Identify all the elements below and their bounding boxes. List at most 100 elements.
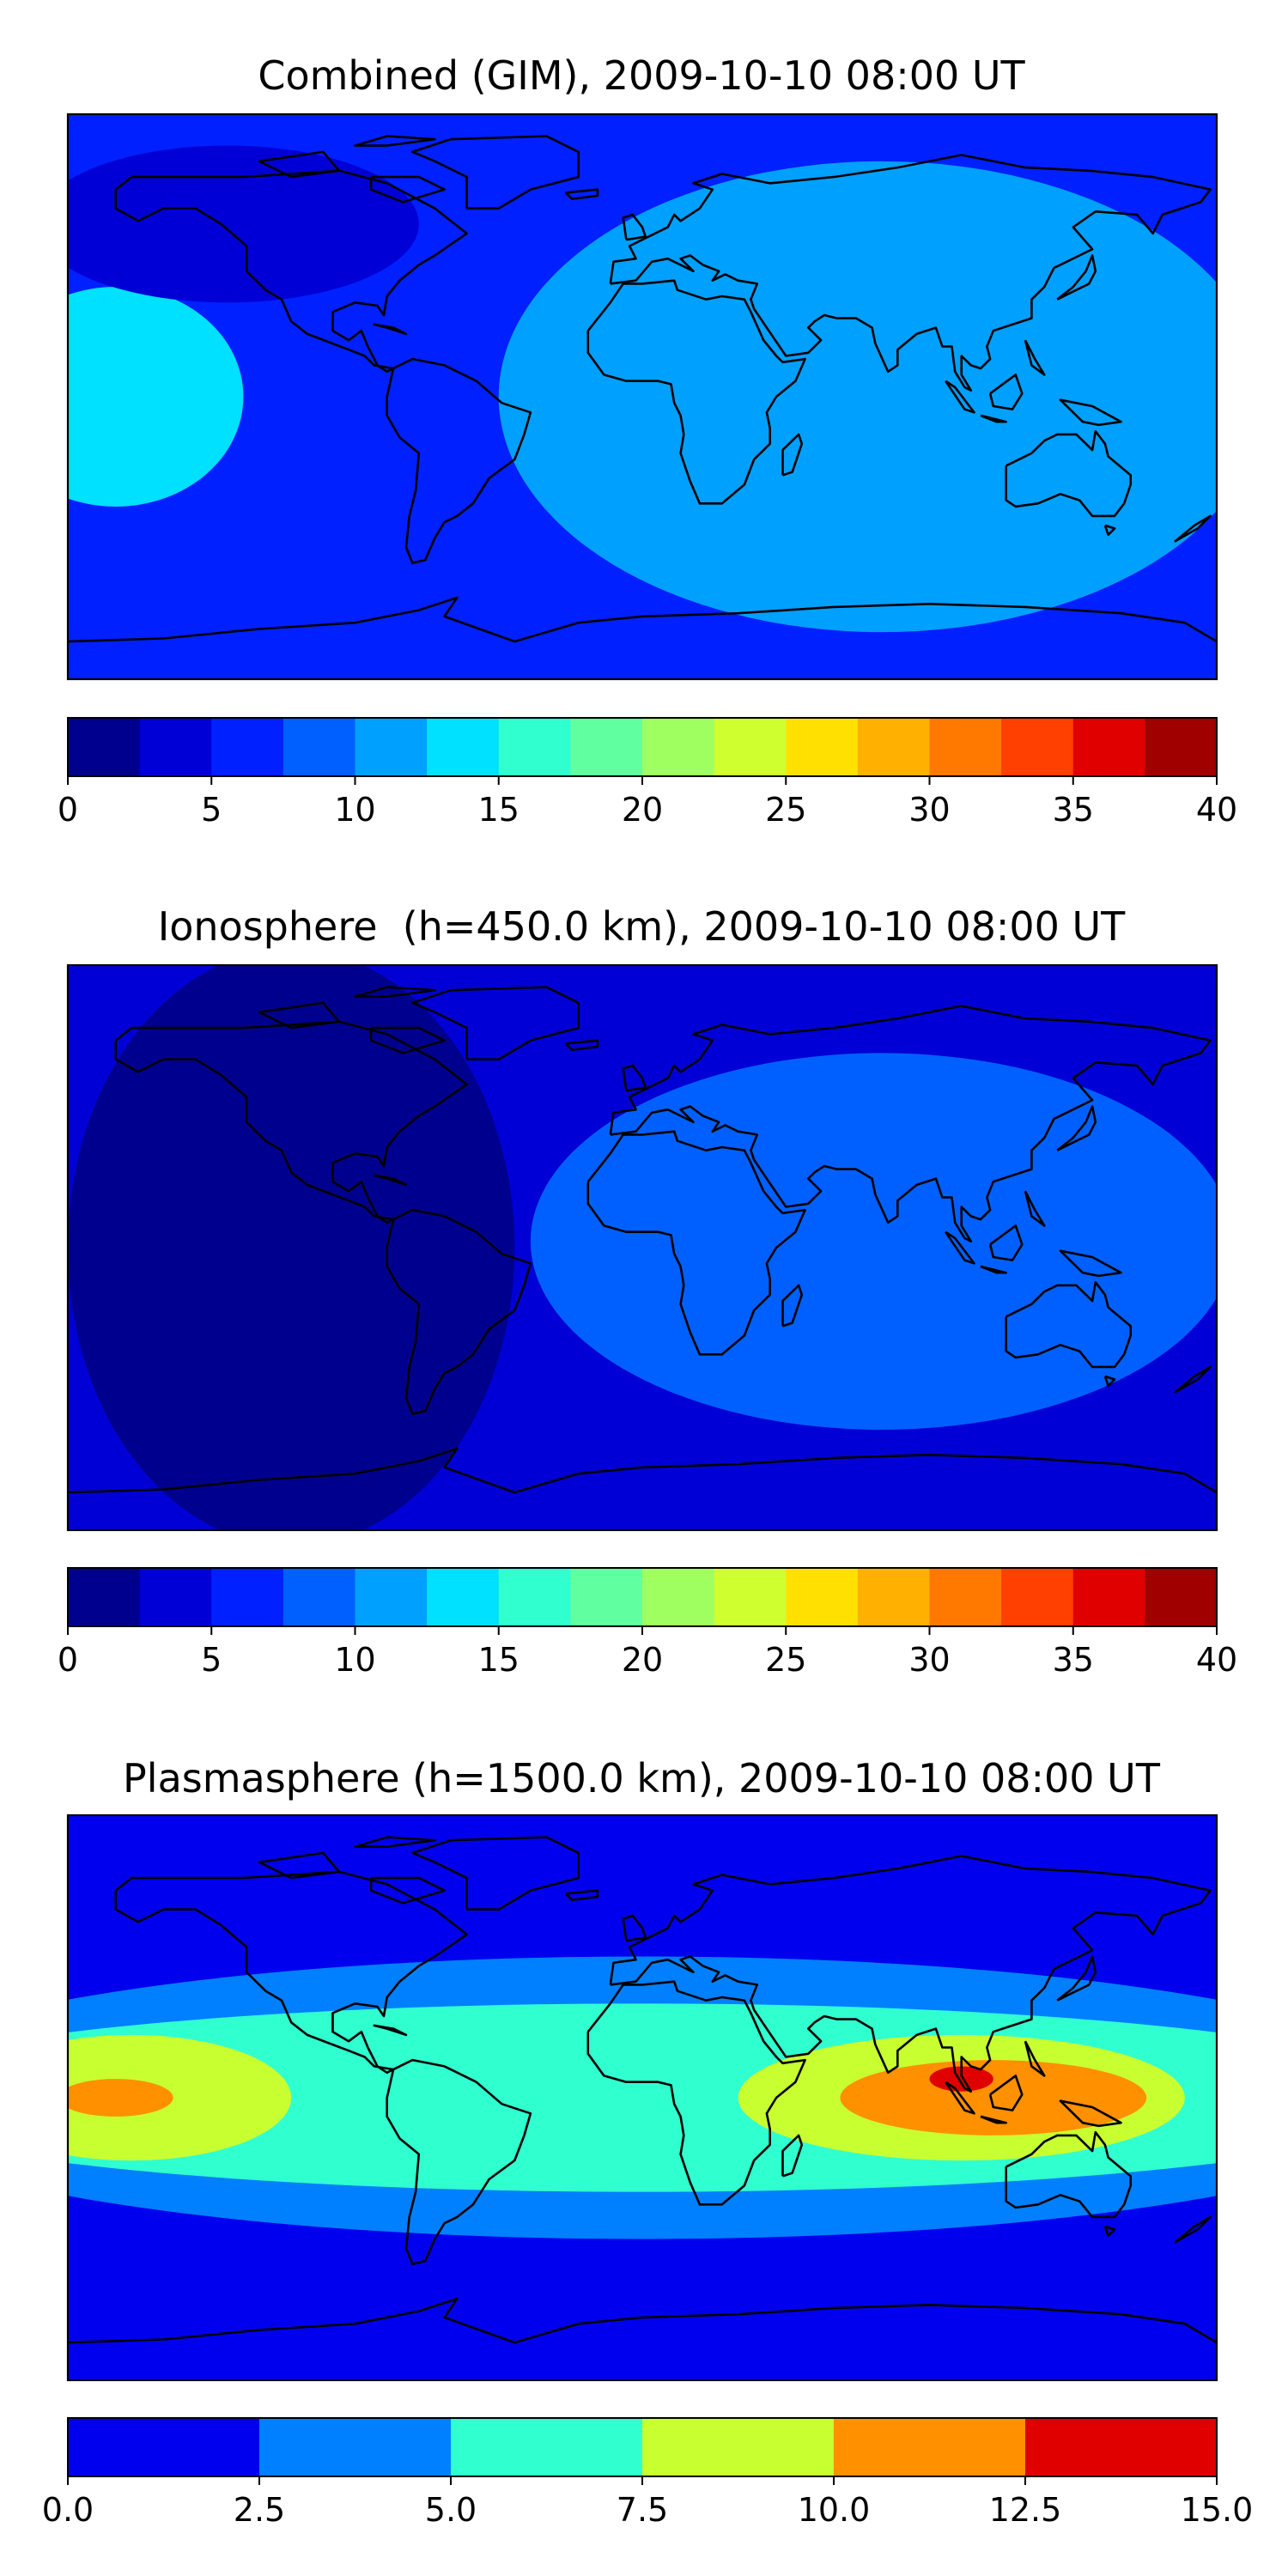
map-combined: [66, 112, 1218, 681]
colorbar-swatch: [1145, 718, 1218, 776]
colorbar-plasmasphere: 0.0 2.5 5.0 7.5 10.0 12.5 15.0: [42, 2417, 1253, 2529]
coastline: [369, 1876, 446, 1905]
map-frame: [66, 963, 1218, 1532]
colorbar-swatch: [355, 1568, 428, 1626]
coastline: [945, 380, 975, 414]
colorbar-swatch: [714, 718, 787, 776]
colorbar-swatch: [259, 2418, 452, 2476]
coastline: [622, 1914, 647, 1942]
coastline: [1056, 254, 1097, 301]
colorbar-swatch: [427, 1568, 500, 1626]
colorbar-tick-label: 10.0: [798, 2491, 871, 2529]
colorbar-tick-label: 25: [765, 791, 806, 829]
colorbar-tick-label: 5: [201, 791, 222, 829]
coastline: [988, 374, 1024, 410]
coastline: [1174, 1365, 1212, 1394]
map-frame: [66, 1814, 1218, 2382]
coastline: [980, 1265, 1007, 1274]
colorbar-tick-label: 5: [201, 1641, 222, 1679]
colorbar-tick-label: 40: [1196, 791, 1237, 829]
colorbar-swatch: [427, 718, 500, 776]
colorbar-tick-label: 0: [58, 1641, 78, 1679]
coastline: [1024, 339, 1046, 376]
coastline: [258, 1001, 341, 1030]
coastline: [354, 1836, 436, 1848]
colorbar-tick-label: 30: [908, 1641, 950, 1679]
colorbar-swatch: [786, 1568, 859, 1626]
coastline: [114, 1020, 468, 1224]
coastline: [373, 2024, 408, 2037]
colorbar-tick-label: 40: [1196, 1641, 1237, 1679]
coastline: [114, 169, 468, 374]
coastline: [988, 2075, 1024, 2111]
coastline: [386, 1208, 532, 1415]
coastline: [609, 1005, 1212, 1242]
coastline: [1103, 524, 1116, 537]
colorbar-swatch: [283, 1568, 355, 1626]
coastline: [411, 986, 580, 1060]
colorbar-tick-label: 2.5: [234, 2491, 285, 2529]
colorbar-tick-label: 10: [334, 791, 375, 829]
coastline: [980, 414, 1007, 423]
colorbar-swatch: [68, 718, 141, 776]
coastline: [1005, 429, 1132, 518]
colorbar-tick-label: 35: [1053, 1641, 1094, 1679]
coastline: [1005, 2130, 1132, 2219]
coastline: [68, 2297, 1217, 2344]
colorbar-ionosphere: 0 5 10 15 20 25 30 35 40: [58, 1567, 1237, 1679]
coastline: [1059, 2099, 1122, 2128]
colorbar-swatch: [570, 718, 643, 776]
coastline: [369, 175, 446, 204]
map-ionosphere: [66, 963, 1218, 1532]
colorbar-swatch: [929, 1568, 1002, 1626]
coastline: [258, 1851, 341, 1880]
coastlines: [68, 1836, 1217, 2344]
panel-title-ionosphere: Ionosphere (h=450.0 km), 2009-10-10 08:0…: [158, 903, 1126, 950]
colorbar-swatch: [68, 2418, 260, 2476]
colorbar-swatch: [1145, 1568, 1218, 1626]
contour-region: [68, 287, 244, 507]
colorbar-swatch: [498, 1568, 571, 1626]
contour-region: [498, 161, 1217, 633]
colorbar-swatch: [786, 718, 859, 776]
coastline: [258, 150, 341, 179]
colorbar-swatch: [139, 718, 212, 776]
colorbar-swatch: [857, 718, 930, 776]
colorbar-swatch: [642, 718, 715, 776]
contour-region: [68, 965, 515, 1530]
colorbar-tick-label: 0: [58, 791, 78, 829]
coastline: [1059, 398, 1122, 427]
panel-title-plasmasphere: Plasmasphere (h=1500.0 km), 2009-10-10 0…: [123, 1755, 1161, 1801]
colorbar-tick-label: 10: [334, 1641, 375, 1679]
colorbar-swatch: [355, 718, 428, 776]
panel-title-combined: Combined (GIM), 2009-10-10 08:00 UT: [258, 52, 1025, 99]
colorbar-tick-label: 7.5: [617, 2491, 668, 2529]
coastline: [564, 1889, 599, 1901]
contour-region: [840, 2060, 1147, 2136]
coastline: [564, 188, 599, 200]
coastline: [980, 2115, 1007, 2124]
coastline: [781, 2134, 804, 2178]
colorbar-tick-label: 20: [622, 791, 663, 829]
coastline: [114, 1870, 468, 2075]
coastline: [1174, 2215, 1212, 2244]
colorbar-swatch: [929, 718, 1002, 776]
coastline: [354, 986, 436, 998]
colorbar-swatch: [498, 718, 571, 776]
colorbar-swatch: [1072, 1568, 1145, 1626]
coastline: [68, 596, 1217, 643]
colorbar-swatch: [642, 2418, 835, 2476]
coastline: [373, 323, 408, 336]
coastline: [354, 135, 436, 147]
colorbar-swatch: [642, 1568, 715, 1626]
map-field: [68, 1815, 1217, 2380]
colorbar-swatch: [834, 2418, 1026, 2476]
contour-region: [68, 2034, 292, 2161]
coastline: [988, 1224, 1024, 1261]
colorbar-swatch: [857, 1568, 930, 1626]
colorbar-swatch: [139, 1568, 212, 1626]
colorbar-tick-label: 15: [478, 791, 519, 829]
coastline: [564, 1039, 599, 1051]
coastline: [781, 433, 804, 477]
